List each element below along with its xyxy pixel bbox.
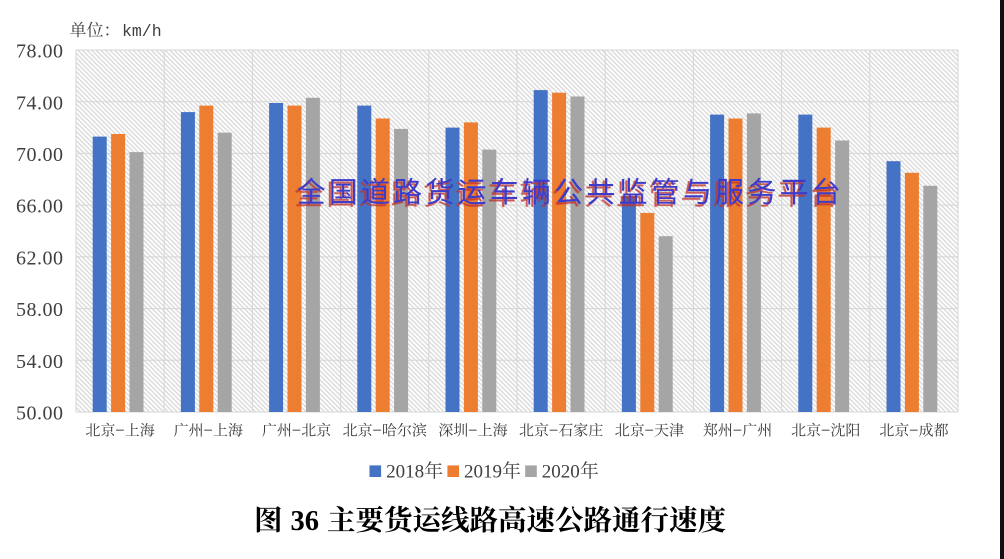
svg-text:70.00: 70.00 [16, 144, 64, 166]
svg-text:54.00: 54.00 [16, 351, 64, 373]
svg-text:62.00: 62.00 [16, 248, 64, 270]
svg-text:36: 36 [291, 506, 320, 537]
svg-text:58.00: 58.00 [16, 299, 64, 321]
svg-text:2020: 2020 [542, 461, 580, 482]
svg-text:78.00: 78.00 [16, 41, 64, 63]
svg-text:66.00: 66.00 [16, 196, 64, 218]
svg-text:50.00: 50.00 [16, 403, 64, 425]
svg-text:km/h: km/h [122, 22, 162, 41]
svg-text:74.00: 74.00 [16, 92, 64, 114]
svg-text:2018: 2018 [386, 461, 424, 482]
svg-text:2019: 2019 [464, 461, 502, 482]
